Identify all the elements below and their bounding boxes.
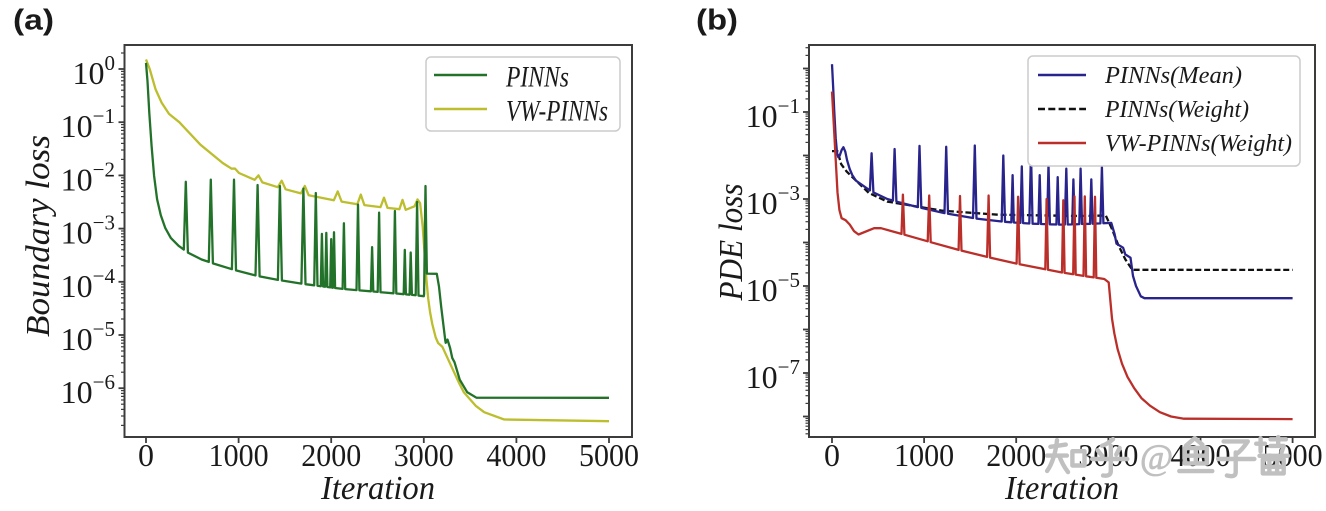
svg-text:2000: 2000 <box>301 437 361 473</box>
svg-text:0: 0 <box>824 437 840 473</box>
svg-text:Iteration: Iteration <box>1004 470 1119 507</box>
svg-text:1000: 1000 <box>894 437 954 473</box>
svg-text:VW-PINNs(Weight): VW-PINNs(Weight) <box>1105 131 1292 157</box>
svg-text:2000: 2000 <box>986 437 1046 473</box>
svg-text:Boundary loss: Boundary loss <box>20 135 57 337</box>
svg-text:0: 0 <box>138 437 154 473</box>
svg-text:(a): (a) <box>13 5 54 37</box>
svg-text:3000: 3000 <box>394 437 454 473</box>
svg-text:VW-PINNs: VW-PINNs <box>506 95 608 128</box>
svg-text:PDE loss: PDE loss <box>713 184 750 302</box>
svg-text:10−2: 10−2 <box>61 157 115 197</box>
svg-text:@: @ <box>1140 437 1173 477</box>
svg-text:5000: 5000 <box>579 437 639 473</box>
svg-text:4000: 4000 <box>486 437 546 473</box>
svg-text:(b): (b) <box>696 5 738 37</box>
svg-text:1000: 1000 <box>209 437 269 473</box>
svg-text:PINNs(Weight): PINNs(Weight) <box>1104 97 1249 123</box>
svg-text:PINNs(Mean): PINNs(Mean) <box>1104 63 1242 89</box>
svg-text:Iteration: Iteration <box>320 470 435 507</box>
svg-text:PINNs: PINNs <box>505 61 569 94</box>
